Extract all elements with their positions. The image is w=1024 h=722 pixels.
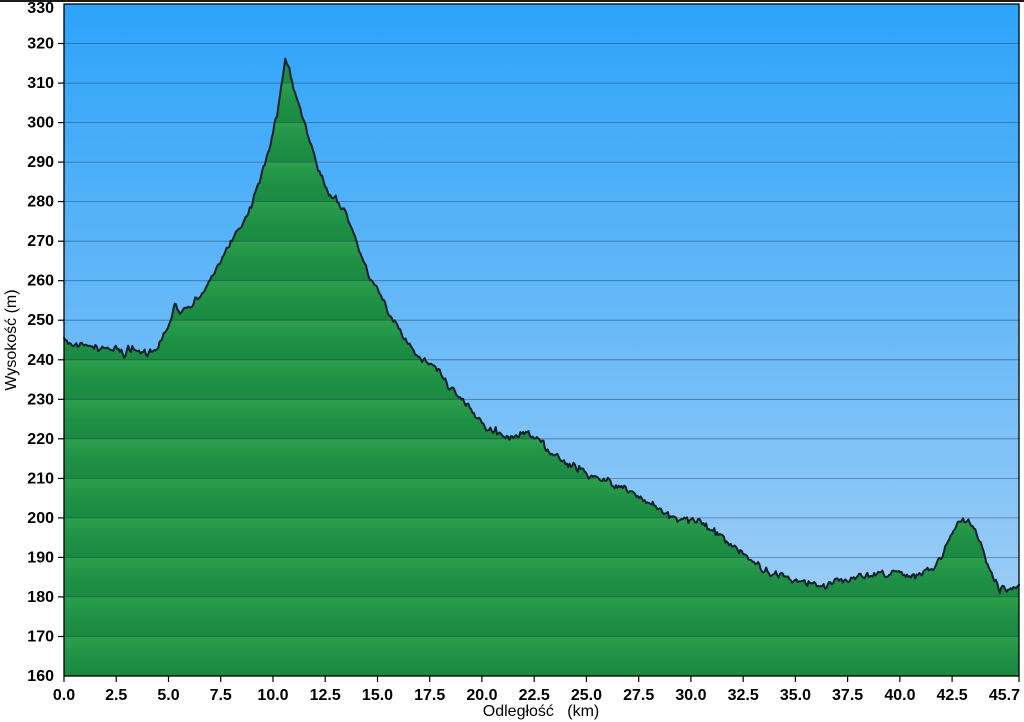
svg-text:310: 310 bbox=[27, 75, 54, 92]
svg-text:230: 230 bbox=[27, 391, 54, 408]
svg-text:32.5: 32.5 bbox=[728, 687, 759, 704]
svg-text:300: 300 bbox=[27, 115, 54, 132]
svg-text:210: 210 bbox=[27, 470, 54, 487]
svg-text:45.7: 45.7 bbox=[989, 687, 1020, 704]
svg-text:270: 270 bbox=[27, 233, 54, 250]
svg-text:20.0: 20.0 bbox=[466, 687, 497, 704]
svg-text:170: 170 bbox=[27, 629, 54, 646]
svg-text:190: 190 bbox=[27, 549, 54, 566]
svg-text:0.0: 0.0 bbox=[53, 687, 75, 704]
svg-text:2.5: 2.5 bbox=[105, 687, 127, 704]
svg-text:260: 260 bbox=[27, 273, 54, 290]
svg-text:42.5: 42.5 bbox=[937, 687, 968, 704]
svg-text:280: 280 bbox=[27, 194, 54, 211]
svg-text:240: 240 bbox=[27, 352, 54, 369]
svg-text:12.5: 12.5 bbox=[310, 687, 341, 704]
svg-text:37.5: 37.5 bbox=[832, 687, 863, 704]
svg-text:7.5: 7.5 bbox=[210, 687, 232, 704]
svg-text:5.0: 5.0 bbox=[157, 687, 179, 704]
svg-text:10.0: 10.0 bbox=[257, 687, 288, 704]
svg-text:22.5: 22.5 bbox=[519, 687, 550, 704]
svg-text:25.0: 25.0 bbox=[571, 687, 602, 704]
svg-text:Wysokość (m): Wysokość (m) bbox=[3, 289, 20, 390]
svg-text:35.0: 35.0 bbox=[780, 687, 811, 704]
svg-text:Odległość (km): Odległość (km) bbox=[483, 703, 599, 720]
svg-text:30.0: 30.0 bbox=[675, 687, 706, 704]
svg-text:250: 250 bbox=[27, 312, 54, 329]
svg-text:290: 290 bbox=[27, 154, 54, 171]
svg-text:40.0: 40.0 bbox=[884, 687, 915, 704]
svg-text:27.5: 27.5 bbox=[623, 687, 654, 704]
svg-text:220: 220 bbox=[27, 431, 54, 448]
svg-text:330: 330 bbox=[27, 0, 54, 17]
svg-text:200: 200 bbox=[27, 510, 54, 527]
svg-text:17.5: 17.5 bbox=[414, 687, 445, 704]
svg-text:160: 160 bbox=[27, 668, 54, 685]
svg-text:15.0: 15.0 bbox=[362, 687, 393, 704]
svg-text:320: 320 bbox=[27, 36, 54, 53]
svg-text:180: 180 bbox=[27, 589, 54, 606]
